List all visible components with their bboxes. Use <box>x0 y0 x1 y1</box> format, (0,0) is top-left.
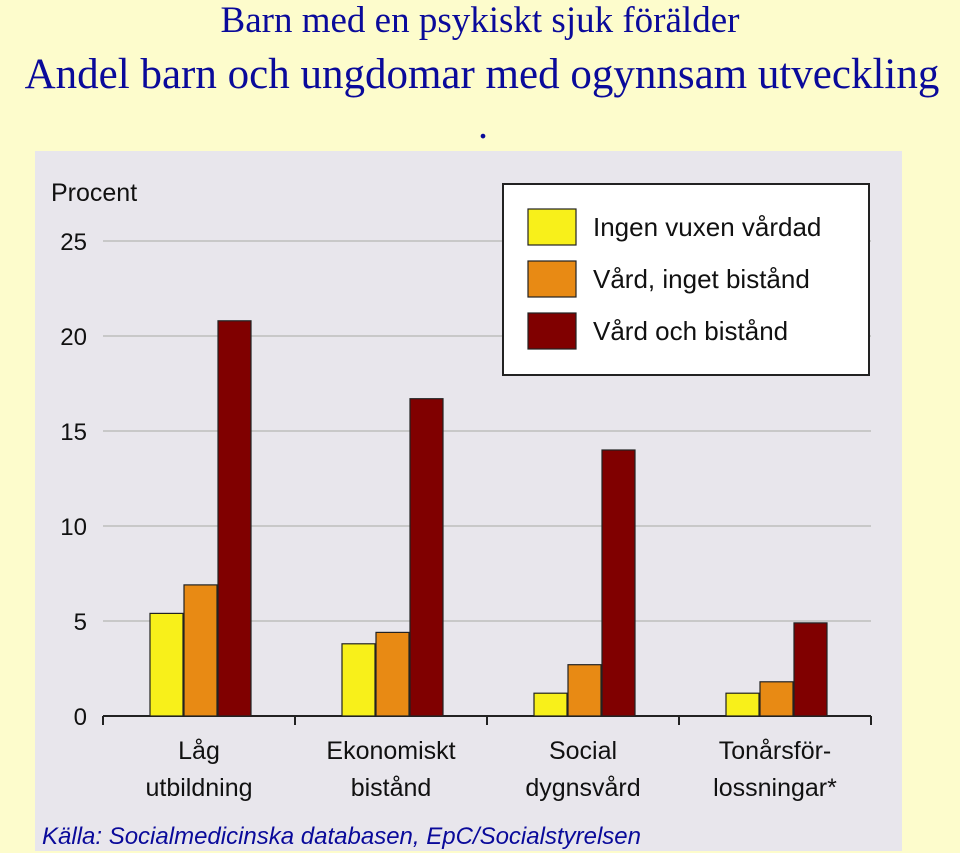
trailing-mark: . <box>478 102 488 147</box>
y-tick-label: 25 <box>60 229 87 256</box>
bar <box>601 449 636 717</box>
bar <box>149 612 184 717</box>
bar <box>793 622 828 717</box>
bar <box>375 631 410 717</box>
y-tick-label: 10 <box>60 514 87 541</box>
bar <box>183 584 218 717</box>
x-tick-label: Låg <box>178 737 220 765</box>
x-tick-label: Ekonomiskt <box>326 737 455 765</box>
y-tick-label: 0 <box>74 704 87 731</box>
x-tick-label: bistånd <box>351 774 432 802</box>
source-note: Källa: Socialmedicinska databasen, EpC/S… <box>42 823 641 850</box>
bar-chart: 0 5 10 15 20 25 Procent Låg utbildning Ekonomiskt… <box>51 179 872 802</box>
legend-swatch <box>527 312 577 350</box>
y-tick-label: 15 <box>60 419 87 446</box>
x-tick-label: utbildning <box>145 774 252 802</box>
bar <box>409 398 444 717</box>
bar <box>341 643 376 717</box>
chart-panel: 0 5 10 15 20 25 Procent Låg utbildning Ekonomiskt… <box>35 151 902 851</box>
page-subtitle: Andel barn och ungdomar med ogynnsam utv… <box>24 51 940 98</box>
x-tick-label: Social <box>549 737 617 765</box>
page-title: Barn med en psykiskt sjuk förälder <box>220 0 740 41</box>
x-tick-label: dygnsvård <box>525 774 640 802</box>
legend-label: Ingen vuxen vårdad <box>593 212 821 242</box>
bar <box>759 681 794 717</box>
y-tick-label: 5 <box>74 609 87 636</box>
legend-label: Vård, inget bistånd <box>593 264 810 294</box>
bar <box>533 692 568 717</box>
legend-swatch <box>527 208 577 246</box>
legend-label: Vård och bistånd <box>593 316 788 346</box>
y-tick-label: 20 <box>60 324 87 351</box>
x-tick-label: lossningar* <box>713 774 837 802</box>
x-tick-label: Tonårsför- <box>719 737 832 765</box>
legend-swatch <box>527 260 577 298</box>
bar <box>567 664 602 717</box>
bar <box>725 692 760 717</box>
bar <box>217 320 252 717</box>
y-axis-label: Procent <box>51 179 137 207</box>
